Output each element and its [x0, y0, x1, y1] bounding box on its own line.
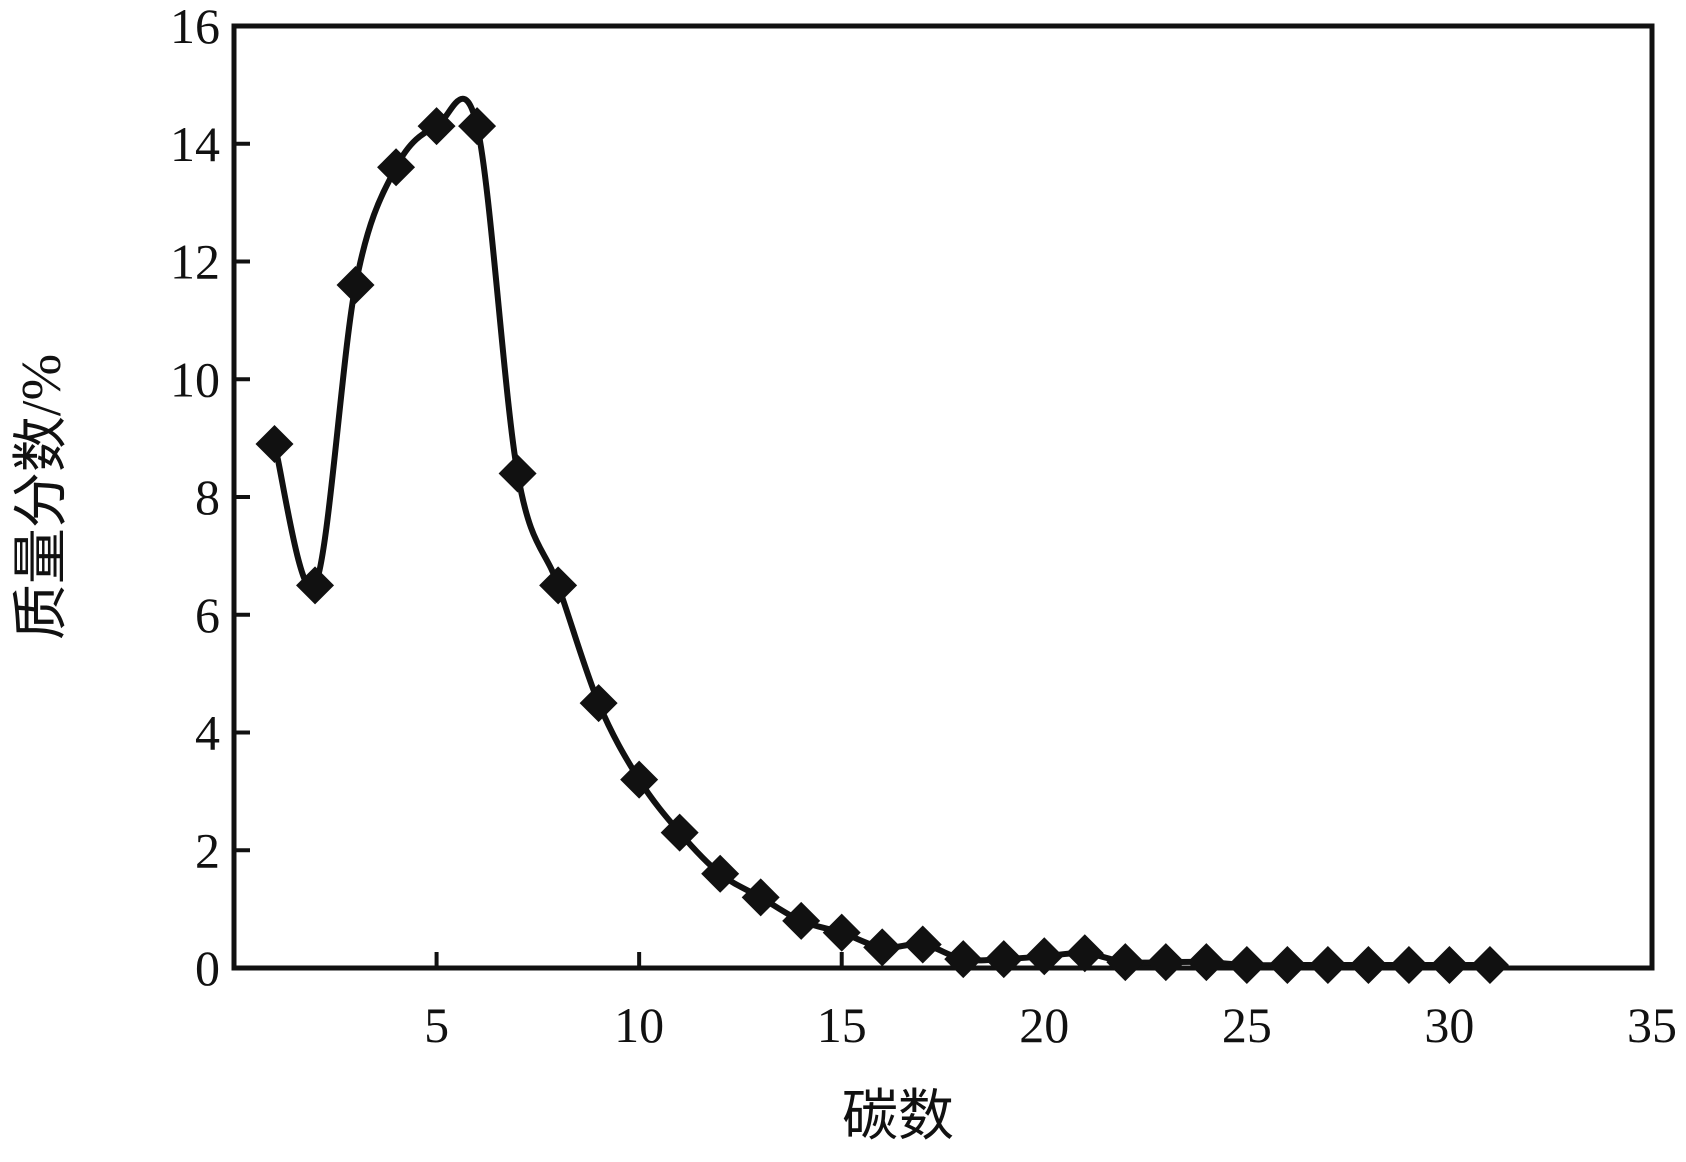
data-point-marker	[1106, 943, 1145, 982]
data-point-marker	[741, 878, 780, 917]
x-tick-label: 35	[1627, 997, 1677, 1053]
plot-frame	[231, 23, 1655, 971]
data-point-marker	[1227, 946, 1266, 985]
data-point-marker	[1430, 946, 1469, 985]
y-tick-label: 12	[170, 234, 220, 290]
data-point-marker	[1308, 946, 1347, 985]
data-point-marker	[782, 901, 821, 940]
data-point-marker	[944, 940, 983, 979]
y-axis-ticks: 0 2 4 6 8 10 12 14 16	[170, 0, 250, 996]
series-line	[271, 95, 1493, 969]
data-point-marker	[984, 940, 1023, 979]
data-point-marker	[579, 684, 618, 723]
data-point-marker	[903, 925, 942, 964]
data-point-marker	[417, 107, 456, 146]
x-axis-title: 碳数	[842, 1086, 954, 1148]
data-point-marker	[458, 107, 497, 146]
x-tick-label: 25	[1222, 997, 1272, 1053]
data-point-marker	[1187, 943, 1226, 982]
x-tick-label: 15	[817, 997, 867, 1053]
data-point-marker	[539, 566, 578, 605]
x-tick-label: 10	[614, 997, 664, 1053]
data-point-marker	[1349, 946, 1388, 985]
data-markers	[255, 107, 1509, 985]
data-point-marker	[1389, 946, 1428, 985]
data-point-marker	[377, 148, 416, 187]
y-tick-label: 10	[170, 351, 220, 407]
y-tick-label: 8	[195, 469, 220, 525]
data-point-marker	[1065, 934, 1104, 973]
data-point-marker	[620, 760, 659, 799]
data-point-marker	[660, 813, 699, 852]
data-point-marker	[1470, 946, 1509, 985]
data-point-marker	[255, 425, 294, 464]
y-tick-label: 16	[170, 0, 220, 54]
data-point-marker	[1268, 946, 1307, 985]
data-point-marker	[1025, 937, 1064, 976]
y-tick-label: 6	[195, 587, 220, 643]
y-tick-label: 14	[170, 116, 220, 172]
data-point-marker	[701, 854, 740, 893]
data-point-marker	[863, 928, 902, 967]
data-point-marker	[822, 913, 861, 952]
x-tick-label: 30	[1424, 997, 1474, 1053]
x-tick-label: 20	[1019, 997, 1069, 1053]
y-tick-label: 4	[195, 705, 220, 761]
y-tick-label: 0	[195, 940, 220, 996]
data-point-marker	[498, 454, 537, 493]
y-tick-label: 2	[195, 822, 220, 878]
data-point-marker	[1146, 943, 1185, 982]
x-tick-label: 5	[424, 997, 449, 1053]
data-point-marker	[336, 266, 375, 305]
y-axis-title: 质量分数/%	[11, 354, 73, 640]
data-point-marker	[296, 566, 335, 605]
